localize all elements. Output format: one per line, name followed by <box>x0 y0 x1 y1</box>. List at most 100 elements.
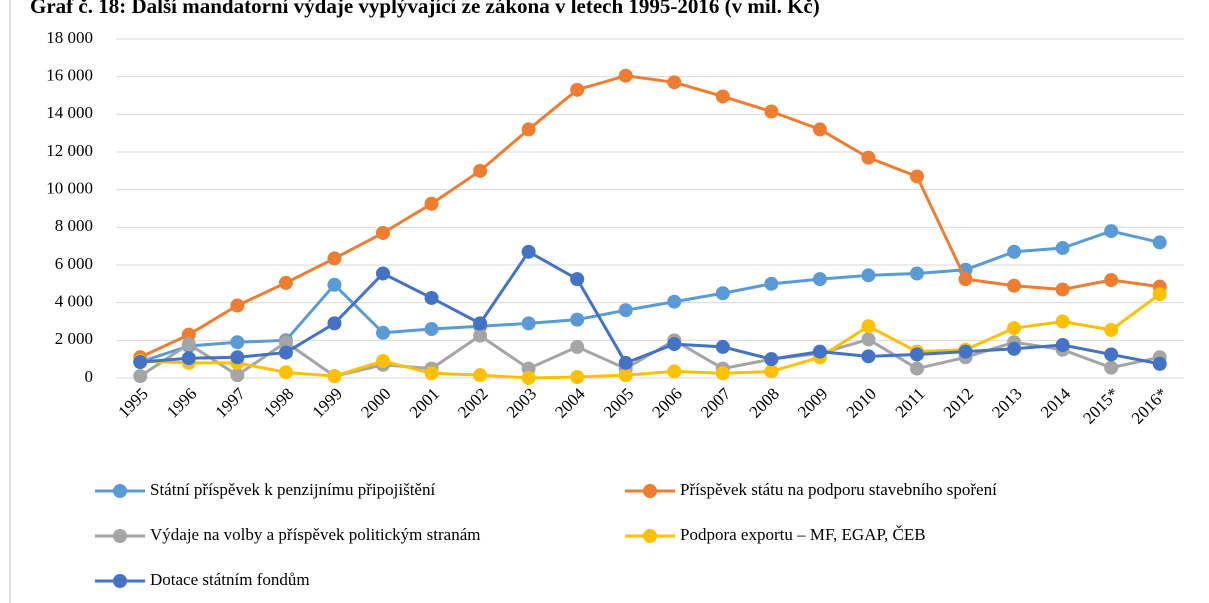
data-point <box>812 272 827 287</box>
data-point <box>230 368 245 383</box>
data-point <box>327 316 342 331</box>
x-tick-label: 2015* <box>1079 384 1122 427</box>
data-point <box>812 344 827 359</box>
x-tick-label: 2011 <box>892 384 929 421</box>
data-point <box>861 332 876 347</box>
data-point <box>1055 314 1070 329</box>
data-point <box>764 276 779 291</box>
data-point <box>278 335 293 350</box>
y-tick-label: 8 000 <box>55 216 93 235</box>
x-tick-label: 2004 <box>551 384 589 422</box>
y-tick-label: 16 000 <box>46 66 93 85</box>
data-point <box>715 339 730 354</box>
data-point <box>376 354 390 369</box>
data-point <box>861 319 876 334</box>
y-tick-label: 10 000 <box>46 179 93 198</box>
data-point <box>278 365 293 380</box>
data-point <box>424 366 439 381</box>
chart-title: Graf č. 18: Další mandatorní výdaje vypl… <box>30 0 820 18</box>
data-point <box>861 349 876 364</box>
x-tick-label: 2014 <box>1037 384 1075 422</box>
x-tick-label: 1995 <box>114 384 151 421</box>
series-line <box>140 292 1161 380</box>
data-point <box>230 350 245 365</box>
data-point <box>618 68 633 83</box>
y-tick-label: 0 <box>85 367 94 386</box>
legend-marker <box>113 529 127 543</box>
data-point <box>230 335 245 350</box>
data-point <box>861 150 876 165</box>
x-tick-label: 2013 <box>988 384 1025 421</box>
data-point <box>910 169 924 184</box>
legend-label: Příspěvek státu na podporu stavebního sp… <box>680 480 997 499</box>
data-point <box>521 371 536 385</box>
data-point <box>570 339 585 354</box>
data-point <box>181 337 196 352</box>
data-point <box>764 364 779 379</box>
data-point <box>521 316 536 331</box>
x-tick-label: 2008 <box>745 384 782 421</box>
x-tick-label: 1998 <box>260 384 297 421</box>
data-point <box>1104 273 1119 288</box>
series-line <box>139 229 1161 364</box>
data-point <box>812 122 827 137</box>
data-point <box>1007 341 1022 356</box>
legend-label: Výdaje na volby a příspěvek politickým s… <box>150 525 480 544</box>
data-point <box>1104 360 1119 375</box>
data-point <box>376 225 390 240</box>
data-point <box>570 272 585 287</box>
y-tick-label: 4 000 <box>55 292 93 311</box>
data-point <box>715 286 730 301</box>
series-line <box>140 249 1161 366</box>
data-point <box>1152 235 1167 250</box>
data-point <box>521 122 536 137</box>
y-tick-label: 18 000 <box>46 28 93 47</box>
y-tick-label: 6 000 <box>55 254 93 273</box>
data-point <box>1055 282 1070 297</box>
data-point <box>278 345 293 360</box>
data-point <box>376 325 390 340</box>
data-point <box>1007 321 1022 336</box>
data-point <box>1055 338 1070 353</box>
data-point <box>958 272 973 287</box>
legend-marker <box>643 484 657 498</box>
data-point <box>910 361 924 376</box>
data-point <box>618 368 633 383</box>
series-line <box>139 333 1161 378</box>
legend-label: Státní příspěvek k penzijnímu připojiště… <box>150 480 435 499</box>
data-point <box>521 244 536 259</box>
data-point <box>473 316 488 331</box>
x-tick-label: 2001 <box>406 384 443 421</box>
data-point <box>376 266 390 281</box>
data-point <box>570 370 585 385</box>
x-tick-label: 2009 <box>794 384 831 421</box>
x-tick-label: 2000 <box>357 384 394 421</box>
x-tick-label: 1996 <box>163 384 200 421</box>
data-point <box>424 322 439 337</box>
data-point <box>618 303 633 318</box>
data-point <box>473 368 488 383</box>
data-point <box>327 369 342 384</box>
x-tick-label: 2007 <box>697 384 735 422</box>
legend-label: Podpora exportu – MF, EGAP, ČEB <box>680 525 926 544</box>
data-point <box>1152 287 1167 302</box>
data-point <box>278 275 293 290</box>
data-point <box>667 364 682 379</box>
x-tick-label: 2005 <box>600 384 637 421</box>
data-point <box>1104 224 1119 239</box>
data-point <box>230 298 245 313</box>
legend-marker <box>113 574 127 588</box>
data-point <box>133 354 148 369</box>
data-point <box>764 352 779 367</box>
data-point <box>715 366 730 381</box>
data-point <box>181 351 196 366</box>
data-point <box>958 344 973 359</box>
data-point <box>570 312 585 327</box>
data-point <box>1152 356 1167 371</box>
data-point <box>570 82 585 97</box>
legend-label: Dotace státním fondům <box>150 570 310 589</box>
data-point <box>618 355 633 370</box>
data-point <box>667 294 682 309</box>
legend-marker <box>113 484 127 498</box>
